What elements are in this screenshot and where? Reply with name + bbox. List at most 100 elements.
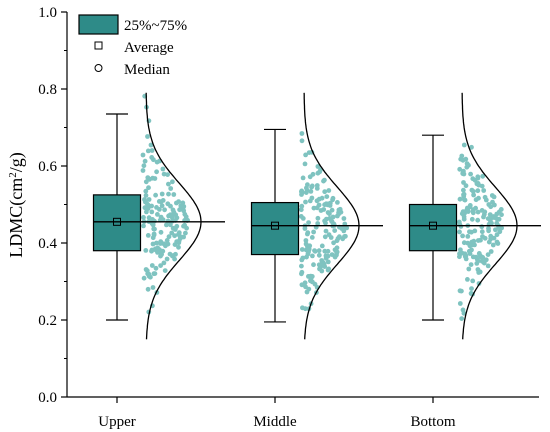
data-point [151, 271, 157, 277]
data-point [159, 252, 165, 257]
data-point [483, 197, 489, 203]
data-point [490, 199, 495, 205]
data-point [486, 239, 492, 245]
data-point [332, 228, 338, 234]
data-point [457, 229, 462, 235]
data-point [316, 252, 322, 258]
data-point [330, 214, 336, 220]
data-point [161, 171, 167, 177]
x-tick-labels: Upper Middle Bottom [98, 397, 456, 430]
data-point [166, 234, 172, 240]
data-point [461, 216, 467, 222]
data-point [155, 212, 160, 217]
data-point [473, 254, 479, 260]
data-point [486, 228, 491, 234]
data-point [473, 197, 479, 203]
data-point [306, 220, 311, 226]
data-point [472, 228, 478, 234]
data-point [150, 285, 156, 290]
data-point [311, 229, 316, 235]
data-point [461, 142, 467, 148]
data-point [460, 157, 466, 163]
data-point [172, 242, 178, 248]
data-point [334, 245, 340, 251]
data-point [165, 172, 171, 178]
data-point [310, 279, 315, 285]
data-point [323, 255, 329, 261]
data-point [299, 282, 305, 288]
legend-median-marker [94, 64, 103, 72]
data-point [475, 258, 481, 264]
data-point [177, 207, 183, 213]
data-point [166, 181, 171, 187]
data-point [158, 229, 164, 235]
data-point [304, 254, 309, 260]
data-point [146, 271, 152, 277]
data-point [468, 171, 473, 177]
data-point [305, 230, 311, 236]
plot-area [92, 92, 541, 340]
data-point [465, 234, 471, 239]
data-point [149, 263, 155, 268]
data-point [465, 209, 471, 215]
data-point [325, 259, 331, 265]
data-point [315, 215, 321, 221]
data-point [163, 243, 168, 249]
data-point [164, 238, 170, 243]
mean-marker [113, 217, 121, 226]
data-point [306, 150, 312, 156]
data-point [322, 218, 327, 224]
data-point [168, 203, 173, 209]
data-point [170, 253, 175, 259]
data-point [486, 202, 492, 207]
data-point [491, 214, 496, 219]
legend-average-marker [94, 41, 103, 50]
data-point [479, 229, 485, 235]
data-point [309, 235, 315, 240]
data-point [327, 200, 333, 206]
data-point [141, 163, 147, 169]
iqr-box [250, 201, 300, 256]
data-point [141, 275, 147, 281]
data-point [149, 247, 155, 253]
data-point [303, 284, 308, 290]
data-point [459, 316, 465, 321]
data-point [152, 226, 157, 232]
data-point [475, 174, 481, 180]
data-point [182, 211, 188, 217]
data-point [461, 187, 466, 193]
box-group-upper [92, 92, 225, 340]
data-point [329, 207, 335, 213]
data-point [460, 233, 465, 239]
data-point [145, 202, 151, 208]
data-point [485, 252, 491, 257]
data-point [475, 188, 481, 194]
data-point [472, 177, 478, 183]
data-point [303, 199, 308, 205]
data-point [467, 229, 472, 235]
data-point [319, 195, 325, 201]
data-point [469, 144, 474, 150]
data-point [300, 305, 305, 311]
legend-box-swatch [78, 14, 119, 35]
data-point [299, 269, 305, 275]
data-point [176, 199, 182, 205]
data-point [143, 267, 149, 272]
data-point [491, 194, 497, 200]
y-tick-label: 0.8 [38, 82, 57, 98]
data-point [168, 186, 174, 191]
data-point [494, 220, 500, 226]
data-point [487, 217, 493, 223]
data-point [162, 268, 168, 273]
data-point [322, 234, 328, 240]
data-point [144, 209, 149, 215]
data-point [326, 188, 332, 193]
data-point [334, 238, 340, 244]
data-point [314, 198, 320, 204]
data-point [459, 153, 465, 159]
data-point [322, 189, 328, 195]
data-point [479, 258, 485, 264]
iqr-box [408, 203, 458, 252]
legend-box-label: 25%~75% [124, 18, 187, 34]
data-point [475, 267, 481, 272]
